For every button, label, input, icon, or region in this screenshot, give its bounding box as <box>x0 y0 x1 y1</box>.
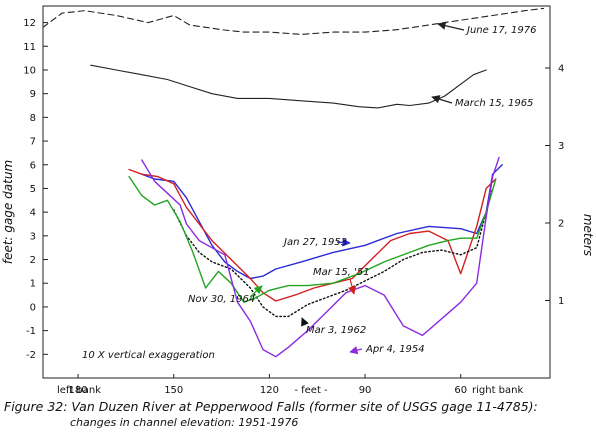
series-label: June 17, 1976 <box>465 25 537 36</box>
series-label-arrow <box>437 21 465 31</box>
x-tick-label: 120 <box>260 385 279 396</box>
vertical-exaggeration-note: 10 X vertical exaggeration <box>82 350 215 361</box>
series-line-nov-30-1964 <box>128 175 497 303</box>
x-tick-label: 90 <box>359 385 372 396</box>
series-label: Nov 30, 1964 <box>188 294 255 305</box>
series-label-arrow <box>249 285 263 298</box>
series-label-arrow <box>347 278 357 295</box>
series-label: Mar 15, '51 <box>313 267 370 278</box>
series-label-arrow <box>431 95 453 104</box>
y-tick-label: -2 <box>26 350 36 361</box>
plot-frame <box>42 5 551 379</box>
y-axis-title: feet: gage datum <box>1 160 15 264</box>
left-bank-label: left bank <box>57 385 101 396</box>
right-bank-label: right bank <box>472 385 523 396</box>
x-tick-label: 60 <box>454 385 467 396</box>
y-tick-label: 2 <box>30 255 36 266</box>
y-tick-label: 9 <box>30 89 36 100</box>
y2-axis-title: meters <box>581 214 595 256</box>
series-label: Apr 4, 1954 <box>365 344 425 355</box>
series-label: Jan 27, 1953 <box>282 237 347 248</box>
series-label-layer: June 17, 1976 March 15, 1965 Jan 27, 1953 M… <box>188 21 537 355</box>
x-tick-label: 180 <box>69 385 88 396</box>
y-tick-label: 3 <box>30 231 36 242</box>
y-tick-label: 5 <box>30 184 36 195</box>
y-tick-label: -1 <box>26 326 36 337</box>
series-label-arrow <box>301 317 309 327</box>
y-tick-label: 6 <box>30 160 36 171</box>
y2-tick-label: 2 <box>558 219 564 230</box>
y-tick-label: 8 <box>30 113 36 124</box>
series-line-mar-3-1962 <box>172 187 494 318</box>
series-label-arrow <box>349 346 363 355</box>
series-line-apr-4-1954 <box>141 156 500 358</box>
y2-tick-label: 3 <box>558 141 564 152</box>
series-layer <box>42 7 545 358</box>
y2-tick-label: 4 <box>558 64 564 75</box>
y-tick-label: 4 <box>30 208 36 219</box>
series-label-arrow <box>336 238 351 247</box>
series-label: Mar 3, 1962 <box>306 325 366 336</box>
series-line-march-15-1965 <box>90 64 487 109</box>
y2-axis-ticks: 1 2 3 4 <box>545 64 564 307</box>
figure-caption: Figure 32: Van Duzen River at Pepperwood… <box>4 399 538 414</box>
x-axis-title: - feet - <box>294 385 328 396</box>
figure-caption-subtitle: changes in channel elevation: 1951-1976 <box>70 416 298 429</box>
y-tick-label: 12 <box>23 18 36 29</box>
y2-tick-label: 1 <box>558 296 564 307</box>
y-tick-label: 11 <box>23 42 36 53</box>
series-line-jan-27-1953 <box>141 164 503 280</box>
y-tick-label: 0 <box>30 302 36 313</box>
x-axis-ticks: 180 150 120 90 60 <box>69 374 467 396</box>
series-line-june-17-1976 <box>42 7 545 35</box>
y-tick-label: 1 <box>30 279 36 290</box>
x-tick-label: 150 <box>164 385 183 396</box>
y-tick-label: 7 <box>30 137 36 148</box>
y-tick-label: 10 <box>23 65 36 76</box>
series-line-mar-15-51 <box>128 168 497 302</box>
series-label: March 15, 1965 <box>455 98 533 109</box>
